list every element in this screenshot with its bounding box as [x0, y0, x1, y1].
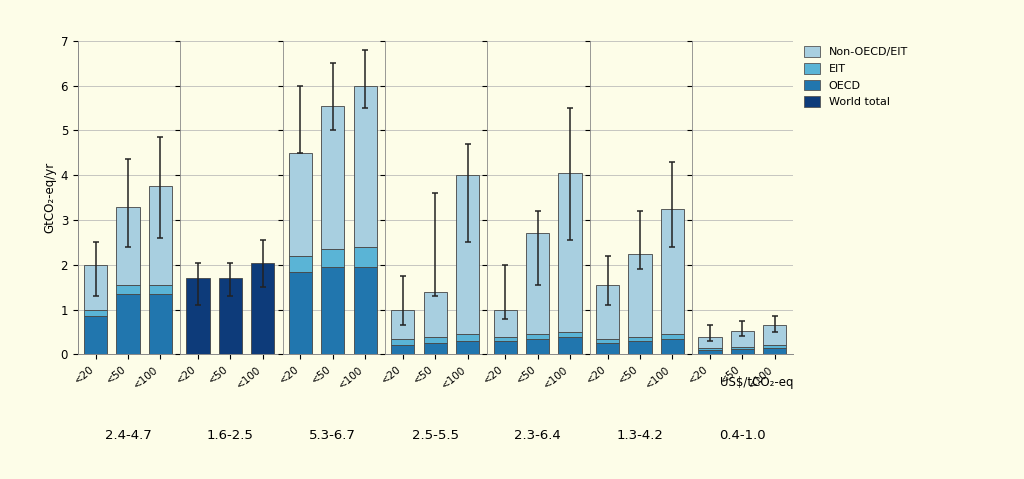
Text: 1.6-2.5: 1.6-2.5	[207, 429, 254, 443]
Bar	[148, 186, 172, 285]
Bar	[391, 309, 415, 339]
Bar	[186, 278, 210, 354]
Bar	[763, 348, 786, 354]
Bar	[84, 265, 108, 309]
Bar	[596, 343, 620, 354]
Bar	[353, 267, 377, 354]
Bar	[660, 339, 684, 354]
Bar	[629, 341, 651, 354]
Bar	[424, 292, 446, 337]
Bar	[391, 345, 415, 354]
Bar	[558, 173, 582, 332]
Bar	[660, 209, 684, 334]
Bar	[424, 337, 446, 343]
Text: 2.3-6.4: 2.3-6.4	[514, 429, 561, 443]
Bar	[117, 285, 139, 294]
Bar	[698, 350, 722, 354]
Bar	[629, 253, 651, 337]
Bar	[494, 309, 517, 337]
Text: US$/tCO₂-eq: US$/tCO₂-eq	[720, 376, 794, 389]
Bar	[289, 272, 312, 354]
Bar	[660, 334, 684, 339]
Bar	[456, 175, 479, 334]
Bar	[596, 285, 620, 339]
Bar	[353, 247, 377, 267]
Bar	[558, 337, 582, 354]
Bar	[84, 309, 108, 316]
Bar	[148, 294, 172, 354]
Bar	[391, 339, 415, 345]
Bar	[289, 153, 312, 256]
Text: 5.3-6.7: 5.3-6.7	[309, 429, 356, 443]
Bar	[289, 256, 312, 272]
Bar	[322, 106, 344, 249]
Bar	[322, 249, 344, 267]
Bar	[731, 347, 754, 349]
Bar	[219, 278, 242, 354]
Bar	[251, 262, 274, 354]
Text: 2.5-5.5: 2.5-5.5	[412, 429, 459, 443]
Bar	[456, 341, 479, 354]
Bar	[117, 294, 139, 354]
Legend: Non-OECD/EIT, EIT, OECD, World total: Non-OECD/EIT, EIT, OECD, World total	[804, 46, 908, 107]
Bar	[322, 267, 344, 354]
Bar	[763, 325, 786, 345]
Bar	[731, 331, 754, 347]
Bar	[494, 341, 517, 354]
Bar	[353, 86, 377, 247]
Y-axis label: GtCO₂-eq/yr: GtCO₂-eq/yr	[43, 162, 56, 233]
Bar	[84, 316, 108, 354]
Bar	[148, 285, 172, 294]
Bar	[117, 206, 139, 285]
Bar	[424, 343, 446, 354]
Text: 1.3-4.2: 1.3-4.2	[616, 429, 664, 443]
Bar	[494, 337, 517, 341]
Text: 2.4-4.7: 2.4-4.7	[104, 429, 152, 443]
Bar	[526, 233, 549, 334]
Bar	[526, 339, 549, 354]
Bar	[596, 339, 620, 343]
Bar	[698, 348, 722, 350]
Bar	[456, 334, 479, 341]
Bar	[763, 345, 786, 348]
Bar	[731, 349, 754, 354]
Bar	[558, 332, 582, 337]
Bar	[526, 334, 549, 339]
Bar	[698, 337, 722, 348]
Bar	[629, 337, 651, 341]
Text: 0.4-1.0: 0.4-1.0	[719, 429, 766, 443]
